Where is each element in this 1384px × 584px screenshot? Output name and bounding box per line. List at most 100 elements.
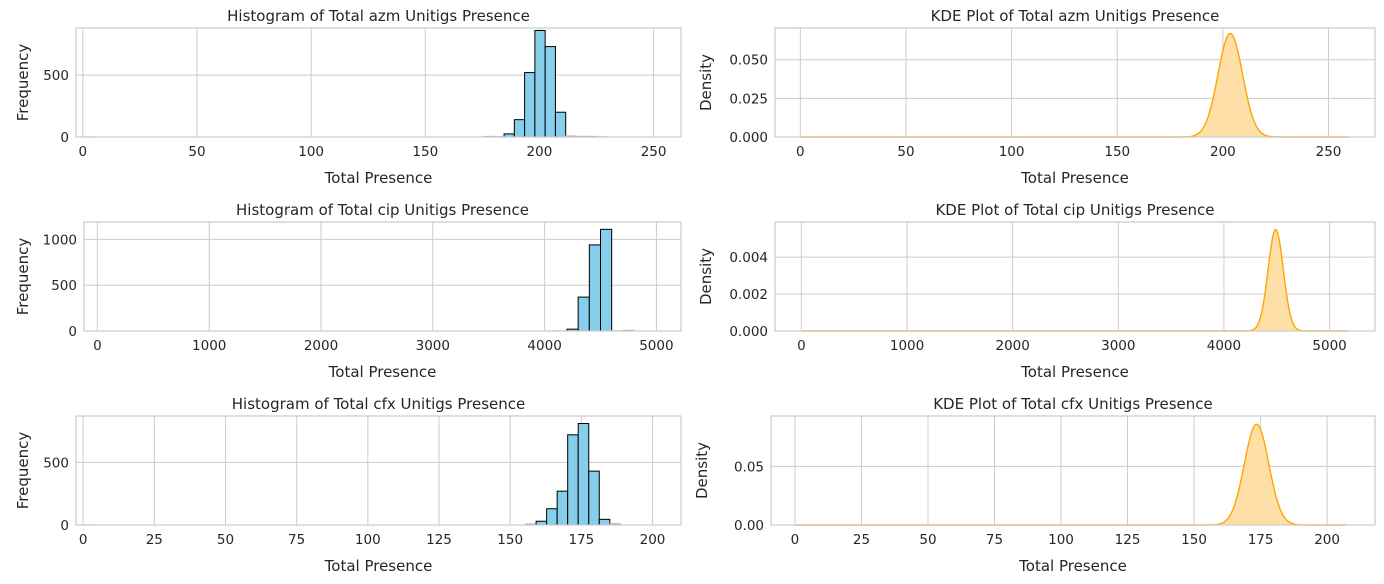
- histogram-bar: [588, 470, 600, 526]
- axes-frame: [774, 27, 1376, 138]
- chart-title: Histogram of Total cip Unitigs Presence: [236, 201, 529, 219]
- x-tick-label: 4000: [1207, 338, 1241, 354]
- axes-frame: [774, 221, 1376, 332]
- y-tick-label: 0: [60, 130, 69, 146]
- histogram-bar: [534, 29, 546, 138]
- x-tick-label: 150: [1181, 532, 1207, 548]
- x-tick-label: 0: [797, 338, 806, 354]
- x-axis-label: Total Presence: [1020, 169, 1129, 187]
- x-tick-label: 100: [355, 532, 381, 548]
- x-tick-label: 2000: [995, 338, 1029, 354]
- x-axis-label: Total Presence: [1020, 363, 1129, 381]
- y-tick-label: 0.000: [729, 324, 768, 340]
- histogram-bar: [513, 119, 526, 138]
- kde-area: [800, 33, 1350, 137]
- histogram-bar: [556, 490, 569, 526]
- x-tick-label: 1000: [890, 338, 924, 354]
- y-axis-label: Density: [693, 442, 711, 499]
- axes-frame: [75, 415, 682, 526]
- x-tick-label: 50: [188, 144, 205, 160]
- x-tick-label: 175: [1248, 532, 1274, 548]
- x-tick-label: 100: [1048, 532, 1074, 548]
- y-tick-label: 500: [43, 455, 69, 471]
- x-tick-label: 50: [919, 532, 936, 548]
- x-axis-label: Total Presence: [324, 557, 433, 575]
- panel-1: 0 50 100 150 200 250 0 500 Histogram of Total az…: [14, 7, 682, 187]
- kde-area: [801, 229, 1348, 331]
- x-tick-label: 0: [791, 532, 800, 548]
- y-tick-label: 0.025: [729, 91, 768, 107]
- x-tick-label: 3000: [1101, 338, 1135, 354]
- histogram-bar: [524, 72, 536, 138]
- panel-3: 0 1000 2000 3000 4000 5000 0 500 1000 Histogram o…: [14, 201, 682, 381]
- x-tick-label: 1000: [192, 338, 226, 354]
- chart-title: KDE Plot of Total cfx Unitigs Presence: [933, 395, 1213, 413]
- y-tick-label: 0: [68, 324, 77, 340]
- y-tick-label: 500: [51, 278, 77, 294]
- x-axis-label: Total Presence: [1018, 557, 1127, 575]
- y-axis-label: Frequency: [14, 238, 32, 316]
- chart-title: Histogram of Total azm Unitigs Presence: [227, 7, 530, 25]
- x-tick-label: 175: [568, 532, 594, 548]
- x-tick-label: 150: [412, 144, 438, 160]
- y-tick-label: 0: [60, 518, 69, 534]
- x-tick-label: 125: [1115, 532, 1141, 548]
- histogram-bar: [544, 46, 556, 138]
- x-tick-label: 150: [1104, 144, 1130, 160]
- x-tick-label: 250: [641, 144, 667, 160]
- x-tick-label: 250: [1316, 144, 1342, 160]
- x-tick-label: 0: [79, 144, 88, 160]
- x-tick-label: 4000: [527, 338, 561, 354]
- x-tick-label: 25: [146, 532, 163, 548]
- y-tick-label: 0.000: [729, 130, 768, 146]
- x-tick-label: 200: [1314, 532, 1340, 548]
- x-tick-label: 100: [999, 144, 1025, 160]
- y-axis-label: Density: [697, 54, 715, 111]
- panel-6: 0 25 50 75 100 125 150 175 200 0.00 0.05 KDE Plot o…: [693, 395, 1376, 575]
- x-tick-label: 75: [986, 532, 1003, 548]
- chart-title: KDE Plot of Total azm Unitigs Presence: [931, 7, 1220, 25]
- x-tick-label: 50: [897, 144, 914, 160]
- x-tick-label: 5000: [1312, 338, 1346, 354]
- y-tick-label: 1000: [43, 232, 77, 248]
- x-tick-label: 0: [93, 338, 102, 354]
- chart-title: Histogram of Total cfx Unitigs Presence: [232, 395, 525, 413]
- histogram-bar: [600, 228, 613, 332]
- y-tick-label: 0.004: [729, 250, 768, 266]
- y-axis-label: Frequency: [14, 44, 32, 122]
- x-tick-label: 5000: [639, 338, 673, 354]
- histogram-bar: [567, 434, 579, 526]
- x-tick-label: 200: [527, 144, 553, 160]
- x-tick-label: 50: [217, 532, 234, 548]
- panel-5: 0 25 50 75 100 125 150 175 200 0 500 Histogram of T…: [14, 395, 682, 575]
- histogram-bar: [554, 111, 567, 138]
- x-tick-label: 3000: [416, 338, 450, 354]
- chart-title: KDE Plot of Total cip Unitigs Presence: [935, 201, 1214, 219]
- histogram-bar: [577, 296, 590, 332]
- histogram-bar: [598, 518, 611, 526]
- y-tick-label: 0.05: [734, 459, 764, 475]
- x-tick-label: 125: [426, 532, 452, 548]
- y-axis-label: Frequency: [14, 432, 32, 510]
- y-axis-label: Density: [697, 248, 715, 305]
- x-tick-label: 200: [640, 532, 666, 548]
- panel-2: 0 50 100 150 200 250 0.000 0.025 0.050 KDE Plot o…: [697, 7, 1376, 187]
- histogram-bar: [588, 244, 602, 332]
- x-tick-label: 200: [1210, 144, 1236, 160]
- x-tick-label: 0: [79, 532, 88, 548]
- x-tick-label: 2000: [304, 338, 338, 354]
- histogram-bar: [577, 423, 590, 526]
- panel-4: 0 1000 2000 3000 4000 5000 0.000 0.002 0.004 KDE …: [697, 201, 1376, 381]
- kde-line: [800, 32, 1350, 138]
- y-tick-label: 0.00: [734, 518, 764, 534]
- axes-frame: [83, 221, 682, 332]
- histogram-bar: [546, 508, 558, 526]
- axes-frame: [75, 27, 682, 138]
- axes-frame: [770, 415, 1376, 526]
- y-tick-label: 500: [43, 68, 69, 84]
- x-tick-label: 25: [853, 532, 870, 548]
- y-tick-label: 0.050: [729, 53, 768, 69]
- y-tick-label: 0.002: [729, 287, 768, 303]
- x-tick-label: 75: [288, 532, 305, 548]
